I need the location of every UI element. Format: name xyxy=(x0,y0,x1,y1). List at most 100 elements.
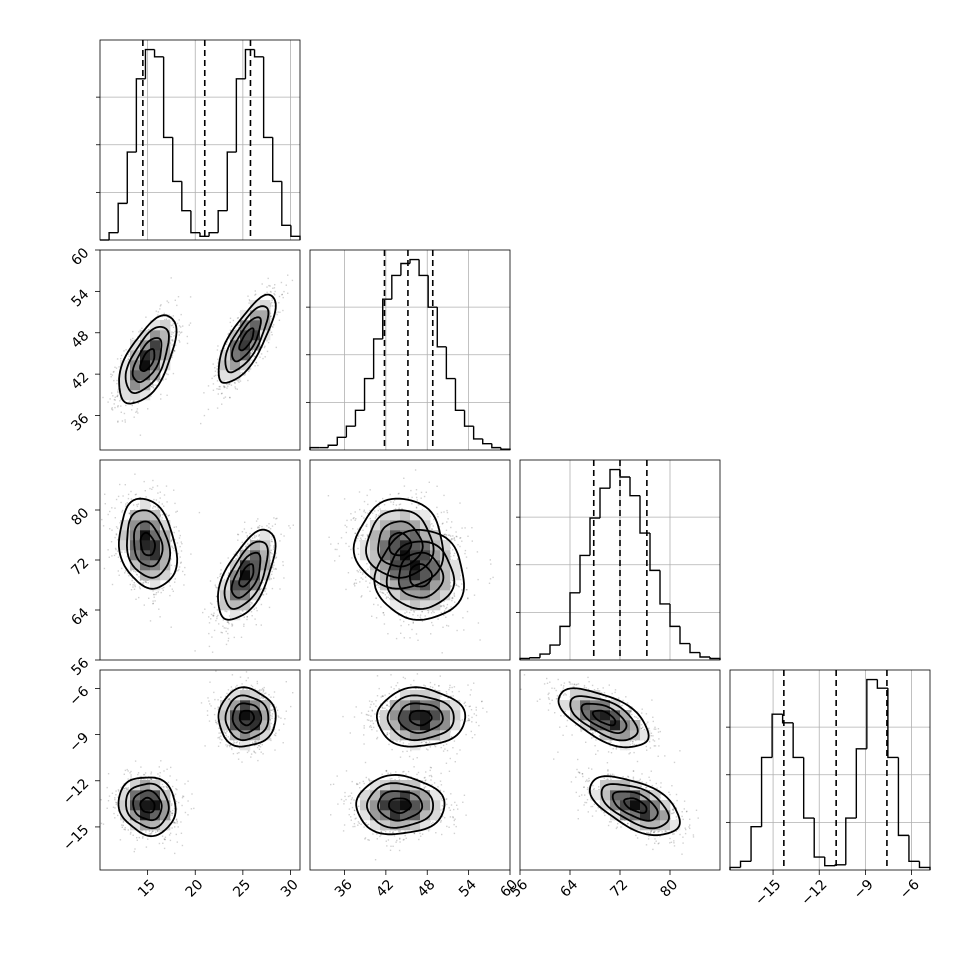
sample-point xyxy=(213,606,216,609)
sample-point xyxy=(248,302,250,304)
sample-point xyxy=(111,409,114,411)
sample-point xyxy=(226,341,228,343)
panel-1-0-plot-area xyxy=(102,274,294,436)
sample-point xyxy=(133,588,136,590)
hist-1-bin-19 xyxy=(482,438,492,445)
sample-point xyxy=(235,558,238,560)
density-cell xyxy=(140,380,151,391)
sample-point xyxy=(147,582,149,584)
sample-point xyxy=(117,389,119,391)
hist-0-bin-10 xyxy=(190,210,200,234)
sample-point xyxy=(269,290,272,293)
sample-point xyxy=(228,622,230,625)
sample-point xyxy=(121,509,124,512)
sample-point xyxy=(246,618,248,621)
sample-point xyxy=(257,518,259,520)
sample-point xyxy=(166,300,168,302)
sample-point xyxy=(171,331,173,333)
sample-point xyxy=(169,585,171,587)
sample-point xyxy=(453,538,455,540)
density-cell xyxy=(130,340,141,351)
sample-point xyxy=(276,517,278,520)
sample-point xyxy=(157,506,159,509)
sample-point xyxy=(125,503,127,505)
sample-point xyxy=(241,610,243,612)
sample-point xyxy=(382,592,385,594)
density-cell xyxy=(240,560,251,571)
sample-point xyxy=(152,602,154,605)
sample-point xyxy=(249,538,251,540)
sample-point xyxy=(119,400,121,402)
sample-point xyxy=(255,362,258,364)
sample-point xyxy=(218,623,220,625)
sample-point xyxy=(159,616,161,618)
sample-point xyxy=(219,573,221,575)
sample-point xyxy=(129,400,131,402)
sample-point xyxy=(126,502,128,504)
sample-point xyxy=(132,330,134,333)
density-cell xyxy=(230,600,241,611)
sample-point xyxy=(217,358,219,360)
hist-1-bin-2 xyxy=(327,444,338,448)
sample-point xyxy=(111,392,113,394)
sample-point xyxy=(271,325,273,328)
sample-point xyxy=(274,294,276,296)
sample-point xyxy=(117,570,119,572)
sample-point xyxy=(136,505,139,508)
sample-point xyxy=(127,493,130,496)
sample-point xyxy=(158,501,160,503)
sample-point xyxy=(227,621,229,623)
sample-point xyxy=(288,525,290,527)
sample-point xyxy=(225,643,228,646)
sample-point xyxy=(133,400,135,403)
sample-point xyxy=(218,385,220,388)
sample-point xyxy=(145,581,147,583)
sample-point xyxy=(115,553,117,555)
sample-point xyxy=(133,582,135,584)
density-cell xyxy=(260,330,271,341)
sample-point xyxy=(273,545,275,547)
sample-point xyxy=(134,494,137,496)
sample-point xyxy=(248,546,251,549)
sample-point xyxy=(208,645,211,648)
sample-point xyxy=(273,546,275,548)
sample-point xyxy=(178,568,180,571)
sample-point xyxy=(283,535,285,537)
sample-point xyxy=(264,590,266,592)
sample-point xyxy=(401,508,403,510)
contour-1-0-mode-1-level-2 xyxy=(224,305,270,374)
sample-point xyxy=(168,319,170,321)
sample-point xyxy=(132,586,134,588)
density-cell xyxy=(250,550,261,561)
sample-point xyxy=(177,570,179,572)
hist-0-bin-20 xyxy=(281,181,291,227)
sample-point xyxy=(167,373,169,376)
sample-point xyxy=(253,608,255,610)
density-cell xyxy=(140,390,151,401)
sample-point xyxy=(225,343,228,345)
sample-point xyxy=(281,294,283,296)
sample-point xyxy=(330,543,332,545)
sample-point xyxy=(174,350,176,352)
sample-point xyxy=(224,396,227,398)
sample-point xyxy=(162,589,164,591)
sample-point xyxy=(257,526,259,528)
sample-point xyxy=(272,326,274,328)
sample-point xyxy=(130,490,132,493)
sample-point xyxy=(262,594,265,596)
sample-point xyxy=(268,606,271,609)
sample-point xyxy=(251,602,253,605)
sample-point xyxy=(117,556,120,558)
sample-point xyxy=(270,540,273,543)
sample-point xyxy=(211,651,214,653)
sample-point xyxy=(131,404,133,407)
sample-point xyxy=(173,350,175,352)
sample-point xyxy=(227,621,230,623)
sample-point xyxy=(101,518,103,521)
sample-point xyxy=(143,579,145,582)
sample-point xyxy=(416,499,418,501)
sample-point xyxy=(131,409,133,411)
sample-point xyxy=(227,627,229,630)
sample-point xyxy=(182,570,184,573)
